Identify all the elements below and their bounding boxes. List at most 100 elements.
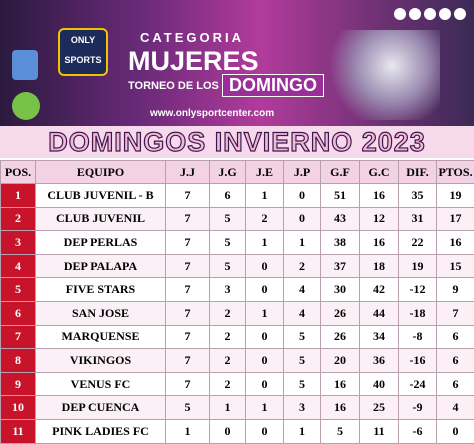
cell: 26 [321,325,360,349]
cell: 0 [246,419,284,443]
cell: 0 [246,325,284,349]
cell: 31 [399,207,437,231]
cell: 15 [437,254,474,278]
cell: 9 [437,278,474,302]
tournament-prefix: TORNEO DE LOS [128,80,219,92]
cell: 6 [1,301,36,325]
cell: 0 [246,349,284,373]
cell: 7 [166,301,210,325]
cell: 7 [166,278,210,302]
cell: 5 [284,372,321,396]
cell: 0 [284,184,321,208]
cell: 22 [399,231,437,255]
cell: -16 [399,349,437,373]
title: DOMINGOS INVIERNO 2023 [0,126,474,158]
cell: 19 [437,184,474,208]
cell: 9 [1,372,36,396]
cell: 11 [1,419,36,443]
cell: 1 [246,301,284,325]
team-name: DEP CUENCA [36,396,166,420]
cell: 5 [321,419,360,443]
cell: 26 [321,301,360,325]
cell: 7 [166,207,210,231]
cell: 1 [246,231,284,255]
column-header: POS. [1,161,36,184]
team-name: FIVE STARS [36,278,166,302]
cell: 1 [1,184,36,208]
cell: 7 [437,301,474,325]
cell: 5 [284,325,321,349]
column-header: G.F [321,161,360,184]
cell: 6 [210,184,246,208]
cell: 16 [321,372,360,396]
cell: 44 [360,301,399,325]
cell: 5 [1,278,36,302]
cell: 7 [166,372,210,396]
cell: 2 [210,349,246,373]
cell: 37 [321,254,360,278]
cell: 42 [360,278,399,302]
website: www.onlysportcenter.com [150,108,274,119]
category: MUJERES [128,46,259,77]
category-label: CATEGORIA [140,30,244,45]
cell: 6 [437,372,474,396]
cell: 4 [437,396,474,420]
cell: 30 [321,278,360,302]
cell: 5 [210,207,246,231]
cell: 20 [321,349,360,373]
cell: 11 [360,419,399,443]
cell: 8 [1,349,36,373]
cell: 18 [360,254,399,278]
cell: 16 [360,184,399,208]
brand-logo: ONLY SPORTS [58,28,108,76]
cell: 35 [399,184,437,208]
cell: 2 [210,372,246,396]
cell: 12 [360,207,399,231]
cell: 7 [166,231,210,255]
cell: -9 [399,396,437,420]
cell: 2 [210,301,246,325]
cell: 4 [284,278,321,302]
cell: 7 [166,325,210,349]
banner: ONLY SPORTS CATEGORIA MUJERES TORNEO DE … [0,0,474,126]
cell: 0 [437,419,474,443]
team-name: MARQUENSE [36,325,166,349]
cell: 0 [246,254,284,278]
cell: 1 [166,419,210,443]
logo-icon [12,50,38,80]
column-header: EQUIPO [36,161,166,184]
cell: 1 [284,231,321,255]
cell: -8 [399,325,437,349]
team-name: CLUB JUVENIL [36,207,166,231]
logo-icon [12,92,40,120]
cell: 2 [246,207,284,231]
cell: 2 [210,325,246,349]
cell: 0 [246,372,284,396]
cell: 3 [1,231,36,255]
cell: 5 [284,349,321,373]
team-name: SAN JOSE [36,301,166,325]
cell: 0 [246,278,284,302]
cell: 36 [360,349,399,373]
column-header: J.P [284,161,321,184]
cell: 38 [321,231,360,255]
cell: 7 [166,349,210,373]
cell: 5 [210,231,246,255]
cell: 40 [360,372,399,396]
cell: 6 [437,349,474,373]
cell: 7 [1,325,36,349]
cell: 0 [210,419,246,443]
cell: 1 [246,396,284,420]
